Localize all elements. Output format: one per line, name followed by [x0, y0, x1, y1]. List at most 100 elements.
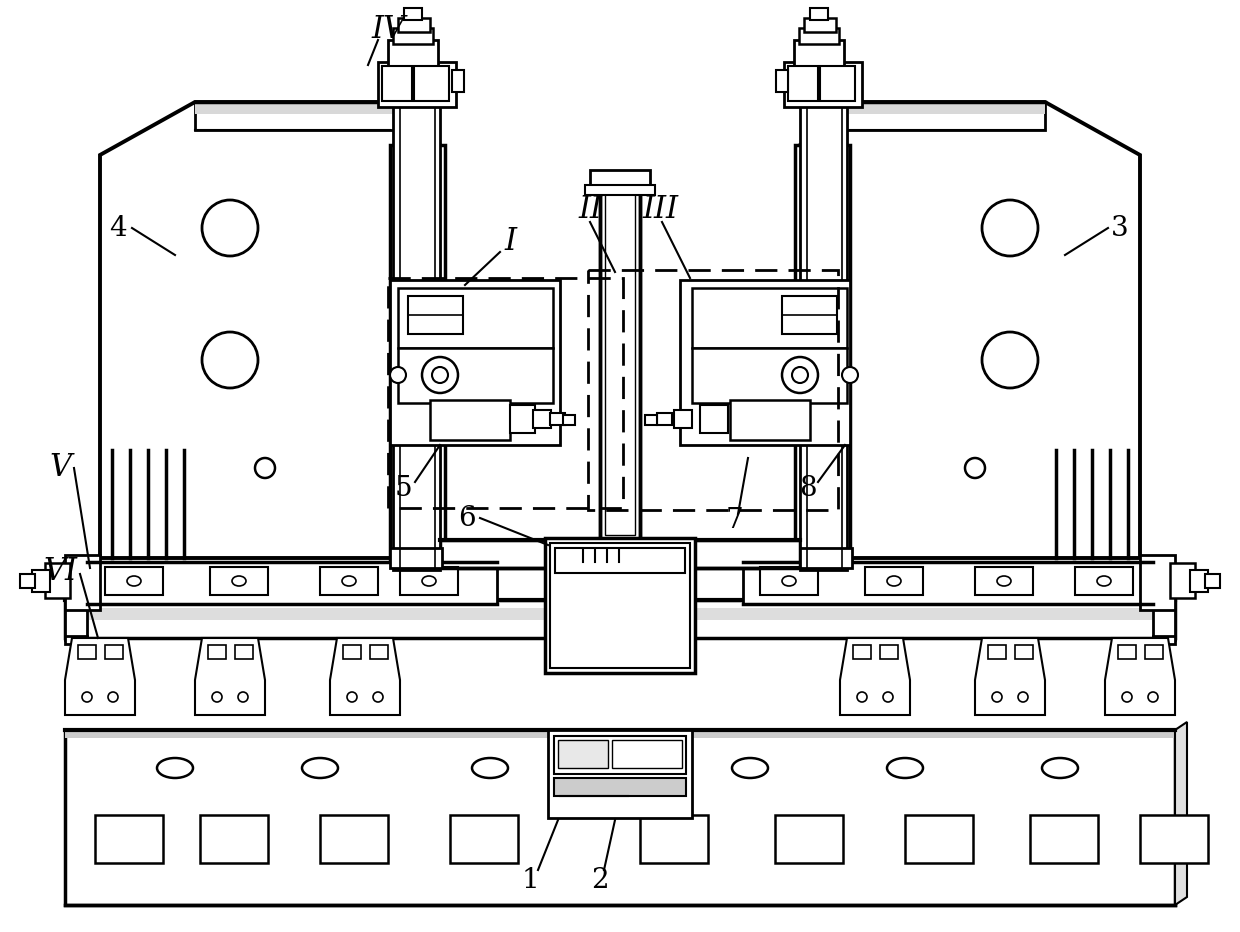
Circle shape	[857, 692, 867, 702]
Polygon shape	[64, 638, 135, 715]
Bar	[680, 280, 849, 445]
Bar	[804, 18, 836, 32]
Circle shape	[422, 357, 458, 393]
Bar	[558, 740, 608, 768]
Bar	[87, 562, 497, 604]
Bar	[236, 645, 253, 659]
Bar	[1205, 574, 1220, 588]
Bar	[391, 548, 441, 568]
Bar	[563, 415, 575, 425]
Bar	[398, 288, 553, 348]
Ellipse shape	[1097, 576, 1111, 586]
Bar	[320, 815, 388, 863]
Bar	[414, 66, 449, 101]
Bar	[195, 102, 396, 114]
Bar	[404, 8, 422, 20]
Bar	[988, 645, 1006, 659]
Circle shape	[347, 692, 357, 702]
Text: 1: 1	[521, 867, 539, 894]
Bar	[640, 815, 708, 863]
Bar	[64, 555, 100, 610]
Bar	[554, 778, 686, 796]
Bar	[210, 567, 268, 595]
Bar	[590, 170, 650, 188]
Bar	[701, 405, 728, 433]
Text: I: I	[503, 226, 516, 257]
Bar	[195, 102, 396, 130]
Bar	[393, 28, 433, 44]
Bar	[905, 815, 973, 863]
Text: VI: VI	[43, 556, 77, 587]
Bar	[95, 815, 162, 863]
Bar	[200, 815, 268, 863]
Circle shape	[391, 367, 405, 383]
Bar	[1140, 555, 1176, 610]
Bar	[453, 70, 464, 92]
Bar	[810, 8, 828, 20]
Bar	[585, 185, 655, 195]
Bar	[787, 66, 818, 101]
Circle shape	[782, 357, 818, 393]
Bar	[1153, 636, 1176, 644]
Bar	[450, 815, 518, 863]
Ellipse shape	[997, 576, 1011, 586]
Bar	[388, 40, 438, 66]
Bar	[388, 278, 622, 508]
Bar	[1016, 645, 1033, 659]
Bar	[600, 180, 640, 540]
Bar	[430, 400, 510, 440]
Circle shape	[965, 458, 985, 478]
Ellipse shape	[157, 758, 193, 778]
Ellipse shape	[342, 576, 356, 586]
Bar	[408, 296, 463, 334]
Bar	[799, 28, 839, 44]
Bar	[343, 645, 361, 659]
Circle shape	[82, 692, 92, 702]
Bar	[551, 543, 689, 668]
Ellipse shape	[887, 576, 901, 586]
Polygon shape	[975, 638, 1045, 715]
Ellipse shape	[303, 758, 339, 778]
Text: 6: 6	[459, 504, 476, 531]
Text: IV: IV	[371, 15, 405, 46]
Bar	[32, 570, 50, 592]
Bar	[398, 18, 430, 32]
Bar	[1171, 563, 1195, 598]
Text: 4: 4	[109, 214, 126, 241]
Bar	[208, 645, 226, 659]
Bar	[546, 538, 694, 673]
Bar	[645, 415, 657, 425]
Bar	[554, 736, 686, 774]
Circle shape	[238, 692, 248, 702]
Bar	[64, 608, 1176, 620]
Bar	[20, 574, 35, 588]
Bar	[605, 185, 635, 535]
Bar	[556, 548, 684, 573]
Polygon shape	[100, 102, 440, 558]
Bar	[45, 563, 69, 598]
Bar	[393, 100, 440, 570]
Bar	[692, 348, 847, 403]
Bar	[820, 66, 856, 101]
Bar	[775, 815, 843, 863]
Bar	[391, 145, 445, 560]
Bar	[64, 730, 1176, 905]
Bar	[548, 730, 692, 818]
Ellipse shape	[472, 758, 508, 778]
Text: 8: 8	[800, 474, 817, 501]
Bar	[510, 405, 534, 433]
Bar	[613, 740, 682, 768]
Polygon shape	[330, 638, 401, 715]
Ellipse shape	[782, 576, 796, 586]
Bar	[1153, 598, 1176, 640]
Ellipse shape	[887, 758, 923, 778]
Bar	[1075, 567, 1133, 595]
Bar	[588, 270, 838, 510]
Bar	[782, 296, 837, 334]
Polygon shape	[800, 102, 1140, 558]
Circle shape	[432, 367, 448, 383]
Bar	[1030, 815, 1097, 863]
Bar	[370, 645, 388, 659]
Circle shape	[1148, 692, 1158, 702]
Text: 5: 5	[394, 474, 412, 501]
